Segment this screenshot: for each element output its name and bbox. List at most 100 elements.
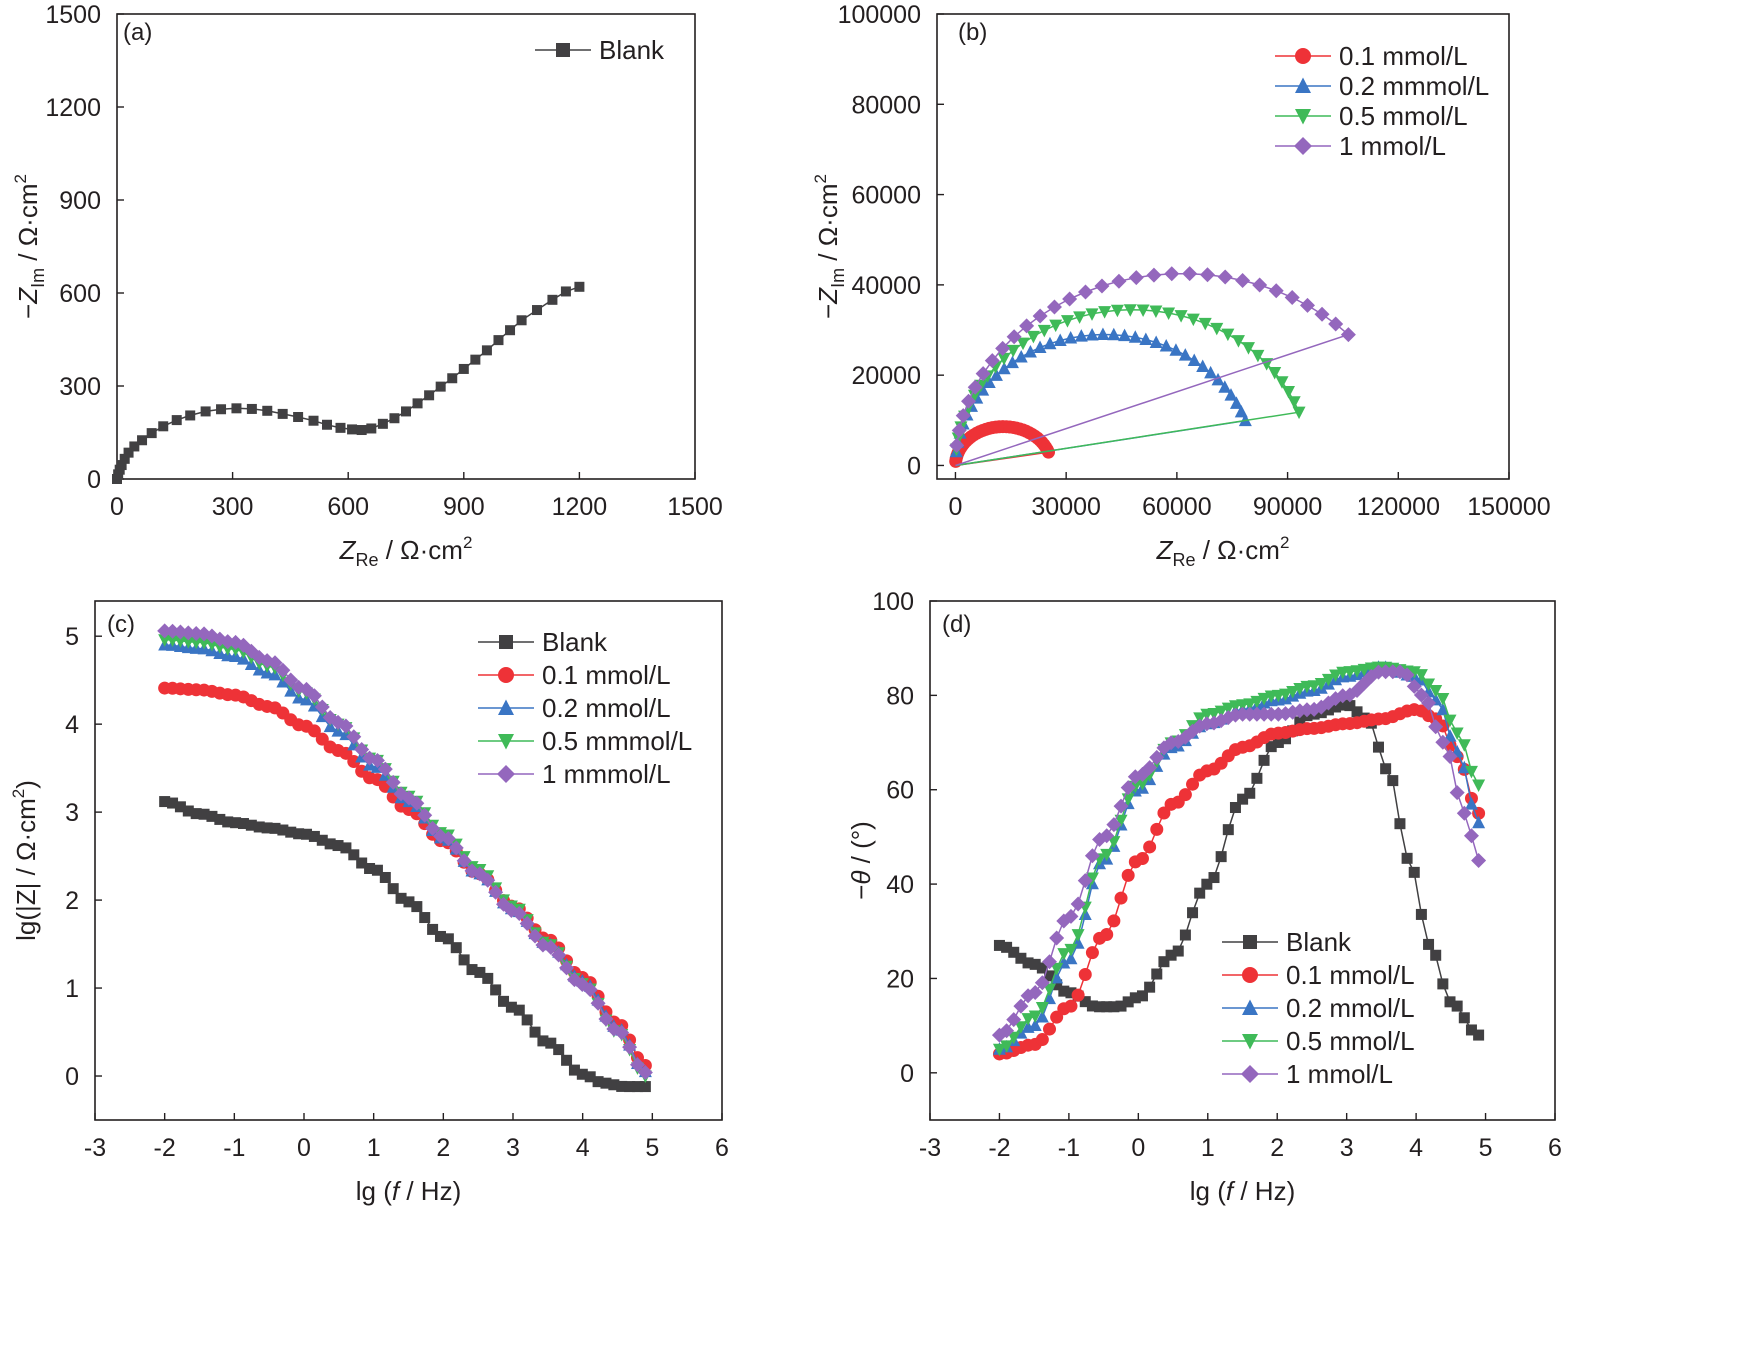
data-point (335, 422, 346, 433)
data-point (356, 425, 367, 436)
data-point (561, 1054, 573, 1066)
data-point (1268, 283, 1284, 299)
data-point (1005, 355, 1019, 369)
plot-frame (94, 600, 723, 1121)
legend-label: 1 mmol/L (1339, 131, 1446, 161)
data-point (1235, 272, 1251, 288)
data-point (1221, 702, 1235, 716)
data-point (503, 902, 519, 918)
data-point (1014, 349, 1028, 363)
data-point (283, 672, 299, 688)
data-point (1330, 701, 1342, 713)
x-tick-label: -1 (1058, 1134, 1080, 1162)
data-point (543, 939, 559, 955)
data-point (456, 853, 472, 869)
x-tick-label: 3 (1340, 1134, 1354, 1162)
data-point (435, 381, 446, 392)
data-point (182, 805, 194, 817)
data-point (1243, 698, 1257, 711)
plot-frame (936, 13, 1510, 480)
data-point (997, 361, 1011, 375)
data-point (1006, 1012, 1022, 1028)
data-point (637, 1064, 653, 1080)
data-point (1027, 984, 1043, 1000)
legend-marker (1294, 137, 1312, 155)
data-point (1043, 1022, 1057, 1036)
data-point (1120, 780, 1136, 796)
data-point (346, 729, 362, 745)
data-point (1107, 327, 1121, 341)
y-tick-label: 3 (65, 799, 79, 827)
data-point (1086, 1000, 1098, 1012)
data-point (1182, 266, 1198, 282)
legend-marker (1242, 1034, 1258, 1050)
data-point (1340, 327, 1356, 343)
y-axis-title: −ZIm / Ω·cm2 (11, 174, 48, 319)
data-point (356, 857, 368, 869)
y-tick-label: 40000 (851, 272, 921, 300)
data-point (1078, 968, 1092, 982)
legend-marker (1242, 999, 1258, 1015)
data-point (1021, 1013, 1035, 1026)
data-point (1422, 678, 1436, 692)
data-point (458, 954, 470, 966)
data-point (474, 966, 486, 978)
data-point (1292, 406, 1306, 420)
x-tick-label: 3 (506, 1134, 520, 1162)
data-point (1178, 788, 1192, 802)
data-point (516, 315, 527, 326)
y-tick-label: 100000 (838, 1, 921, 29)
data-point (1169, 343, 1183, 356)
series-blank (112, 281, 585, 484)
data-point (1464, 765, 1478, 779)
data-point (1413, 687, 1429, 703)
data-point (1077, 873, 1093, 889)
data-point (505, 325, 516, 336)
panel-label: (c) (107, 611, 135, 638)
data-point (1000, 1040, 1014, 1053)
series-1-mmol-l (157, 623, 653, 1080)
data-point (547, 294, 558, 305)
legend-marker (498, 699, 514, 715)
data-point (1229, 396, 1243, 409)
x-tick-label: 120000 (1357, 493, 1440, 521)
x-tick-label: -1 (223, 1134, 245, 1162)
data-point (222, 816, 234, 828)
data-point (425, 820, 441, 836)
data-point (395, 892, 407, 904)
data-point (1178, 348, 1192, 361)
data-point (527, 928, 543, 944)
series-1-mmol-l (991, 664, 1487, 1043)
x-tick-label: 0 (110, 493, 124, 521)
data-point (1275, 376, 1289, 389)
data-point (1074, 329, 1088, 342)
data-point (1135, 852, 1149, 866)
data-point (1007, 1031, 1021, 1045)
data-point (600, 1077, 612, 1089)
legend-marker (1242, 967, 1258, 983)
data-point (458, 363, 469, 374)
data-point (1443, 714, 1457, 728)
data-point (1129, 992, 1141, 1004)
legend-marker (498, 734, 514, 750)
legend-label: Blank (542, 627, 608, 657)
data-point (174, 801, 186, 813)
data-point (1049, 930, 1065, 946)
data-point (532, 305, 543, 316)
data-point (267, 655, 283, 671)
data-point (1199, 267, 1215, 283)
legend-marker (1295, 77, 1311, 93)
series-1-mmol-l (949, 266, 1356, 467)
data-point (293, 412, 304, 422)
y-tick-label: 5 (65, 623, 79, 651)
data-point (537, 1035, 549, 1047)
data-point (1043, 983, 1057, 997)
data-point (1006, 344, 1020, 358)
y-axis-title: −ZIm / Ω·cm2 (811, 174, 848, 319)
data-point (1179, 929, 1191, 941)
data-point (1196, 359, 1210, 372)
data-point (1043, 991, 1057, 1005)
data-point (1387, 775, 1399, 787)
data-point (1050, 962, 1064, 976)
